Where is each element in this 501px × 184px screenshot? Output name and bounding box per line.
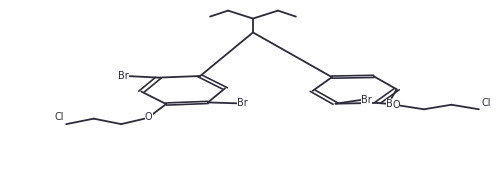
Text: Br: Br <box>237 98 248 108</box>
Text: O: O <box>145 112 152 122</box>
Text: Br: Br <box>118 71 129 81</box>
Text: Cl: Cl <box>54 112 64 122</box>
Text: Br: Br <box>361 95 372 105</box>
Text: O: O <box>393 100 400 110</box>
Text: Cl: Cl <box>481 98 491 108</box>
Text: Br: Br <box>386 100 397 109</box>
